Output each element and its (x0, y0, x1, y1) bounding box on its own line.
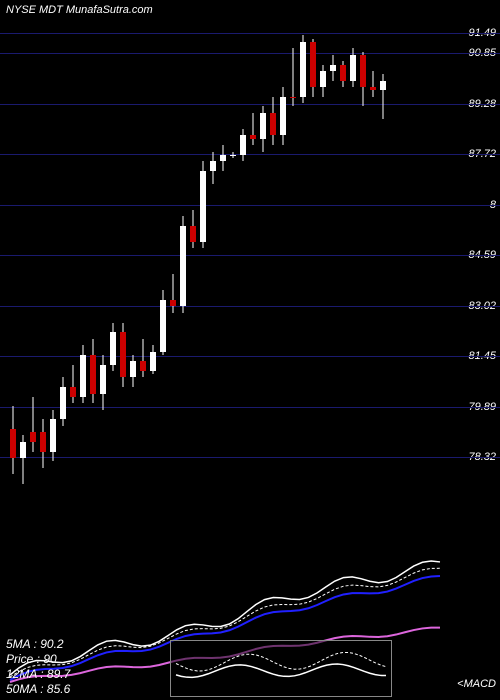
info-label-price: Price : 90 (6, 652, 57, 666)
info-label-ma12: 12MA : 89.7 (6, 667, 70, 681)
chart-container: NYSE MDT MunafaSutra.com 91.4990.8589.28… (0, 0, 500, 700)
price-chart[interactable]: NYSE MDT MunafaSutra.com 91.4990.8589.28… (0, 0, 500, 500)
grid-line (0, 407, 500, 408)
grid-line (0, 53, 500, 54)
grid-line (0, 306, 500, 307)
indicator-chart[interactable]: <MACD 5MA : 90.2Price : 9012MA : 89.750M… (0, 500, 500, 700)
info-label-ma5: 5MA : 90.2 (6, 637, 64, 651)
grid-line (0, 255, 500, 256)
live-macd-label: <MACD (457, 678, 496, 690)
grid-line (0, 356, 500, 357)
grid-line (0, 457, 500, 458)
grid-line (0, 104, 500, 105)
price-axis: 91.4990.8589.2887.72884.5983.0281.4579.8… (450, 0, 500, 500)
inset-svg (171, 641, 391, 696)
info-label-ma50: 50MA : 85.6 (6, 682, 70, 696)
macd-inset (170, 640, 392, 697)
grid-line (0, 205, 500, 206)
grid-line (0, 154, 500, 155)
chart-header: NYSE MDT MunafaSutra.com (6, 4, 153, 16)
grid-line (0, 33, 500, 34)
